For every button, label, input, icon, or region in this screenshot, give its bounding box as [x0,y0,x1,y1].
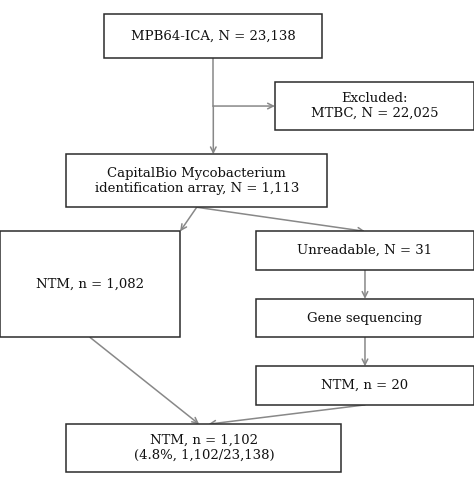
Text: NTM, n = 20: NTM, n = 20 [321,379,409,392]
Text: CapitalBio Mycobacterium
identification array, N = 1,113: CapitalBio Mycobacterium identification … [94,167,299,195]
FancyBboxPatch shape [256,231,474,270]
FancyBboxPatch shape [66,424,341,472]
FancyBboxPatch shape [104,14,322,58]
FancyBboxPatch shape [0,231,180,337]
Text: NTM, n = 1,102
(4.8%, 1,102/23,138): NTM, n = 1,102 (4.8%, 1,102/23,138) [134,434,274,462]
FancyBboxPatch shape [256,299,474,337]
Text: NTM, n = 1,082: NTM, n = 1,082 [36,278,144,291]
FancyBboxPatch shape [275,82,474,130]
Text: Gene sequencing: Gene sequencing [308,312,422,324]
FancyBboxPatch shape [256,366,474,405]
Text: Excluded:
MTBC, N = 22,025: Excluded: MTBC, N = 22,025 [311,92,438,120]
FancyBboxPatch shape [66,154,327,207]
Text: MPB64-ICA, N = 23,138: MPB64-ICA, N = 23,138 [131,30,296,42]
Text: Unreadable, N = 31: Unreadable, N = 31 [297,244,433,257]
